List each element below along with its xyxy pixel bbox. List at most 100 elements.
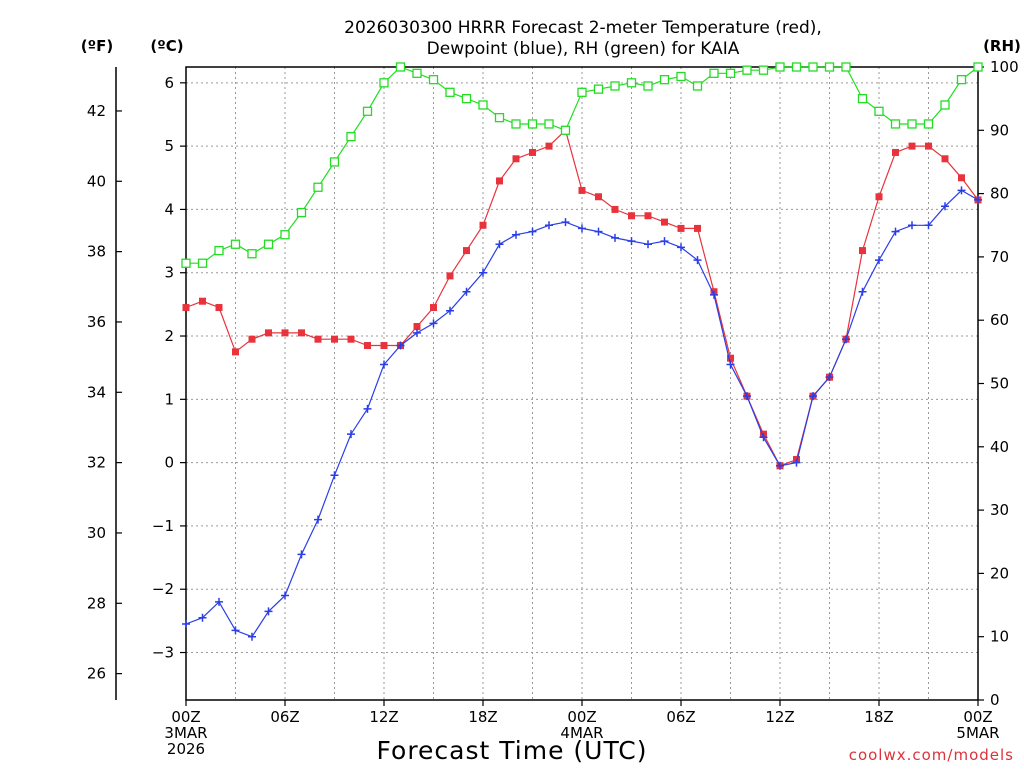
dewpoint-point [677,243,685,252]
rh-point [329,157,340,167]
temperature-point [578,186,586,194]
x-tick-label: 00Z [963,708,992,726]
fahrenheit-tick-label: 26 [87,665,106,683]
fahrenheit-tick-label: 32 [87,454,106,472]
temperature-point [611,205,619,213]
rh-point [197,258,208,268]
rh-point [478,100,488,110]
dewpoint-point [314,515,322,524]
fahrenheit-tick-label: 40 [87,172,106,190]
grid [186,67,978,700]
temperature-point [314,335,322,343]
celsius-tick-label: 0 [164,454,174,472]
series [181,62,983,641]
temperature-point [644,212,652,220]
dewpoint-point [875,256,883,265]
celsius-tick-label: 5 [164,137,174,155]
temperature-point [380,342,388,350]
temperature-point [628,212,635,220]
dewpoint-point [281,591,289,600]
temperature-point [694,224,701,232]
rh-point [659,75,670,85]
rh-point [643,81,653,91]
dewpoint-point [462,287,471,296]
celsius-tick-label: 6 [164,74,174,92]
rh-point [230,239,241,249]
dewpoint-point [957,186,966,195]
rh-point [626,78,637,88]
temperature-point [199,297,206,305]
fahrenheit-unit-label: (ºF) [81,37,113,55]
dewpoint-point [759,433,768,442]
rh-point [428,75,439,85]
fahrenheit-tick-label: 30 [87,524,106,542]
rh-point [758,65,769,75]
dewpoint-point [891,227,900,236]
rh-point [379,78,389,88]
dewpoint-point [413,328,421,337]
dewpoint-point [495,240,504,249]
rh-point [907,119,917,129]
dewpoint-point [198,613,207,622]
dewpoint-point [776,461,784,470]
celsius-tick-label: 3 [164,264,174,282]
dewpoint-point [726,360,735,369]
x-tick-label: 18Z [864,708,893,726]
temperature-point [446,272,454,280]
rh-point [527,119,538,129]
celsius-tick-label: 1 [164,390,174,408]
dewpoint-point [693,256,702,265]
rh-tick-label: 10 [990,628,1009,646]
temperature-point [364,342,371,350]
temperature-point [595,193,602,201]
rh-point [544,119,554,129]
rh-tick-label: 40 [990,438,1009,456]
celsius-tick-label: −1 [152,517,174,535]
rh-point [775,62,785,72]
rh-point [725,68,736,78]
x-tick-label: 2026 [167,740,205,758]
dewpoint-point [743,392,751,401]
rh-point [494,112,505,123]
temperature-point [413,323,421,331]
dewpoint-point [627,237,636,246]
rh-point [511,119,521,129]
temperature-point [859,247,866,255]
rh-tick-label: 30 [990,501,1009,519]
rh-point [709,68,719,78]
dewpoint-point [446,306,454,315]
dewpoint-point [330,471,339,480]
rh-point [362,106,373,116]
rh-point [412,68,422,78]
fahrenheit-tick-label: 34 [87,383,106,401]
dewpoint-point [809,392,817,401]
temperature-point [248,335,256,343]
x-tick-label: 12Z [369,708,398,726]
fahrenheit-tick-label: 36 [87,313,106,331]
rh-point [956,75,967,85]
dewpoint-point [297,550,306,559]
axes [115,66,984,706]
chart-title-line-1: 2026030300 HRRR Forecast 2-meter Tempera… [344,18,822,38]
dewpoint-point [380,360,388,369]
rh-point [857,94,868,104]
dewpoint-point [561,218,570,227]
x-tick-label: 00Z [171,708,200,726]
rh-point [395,62,406,72]
rh-point [874,106,884,116]
dewpoint-point [594,227,603,236]
temperature-point [529,148,536,156]
rh-point [610,81,620,91]
dewpoint-point [842,335,850,344]
dewpoint-point [215,597,223,606]
temperature-point [875,193,883,201]
temperature-point [661,218,668,226]
temperature-point [941,155,949,163]
temperature-point [727,354,734,362]
temperature-point [496,177,503,185]
dewpoint-point [858,287,867,296]
x-tick-label: 5MAR [956,724,999,742]
temperature-point [265,329,272,337]
dewpoint-point [924,221,933,230]
